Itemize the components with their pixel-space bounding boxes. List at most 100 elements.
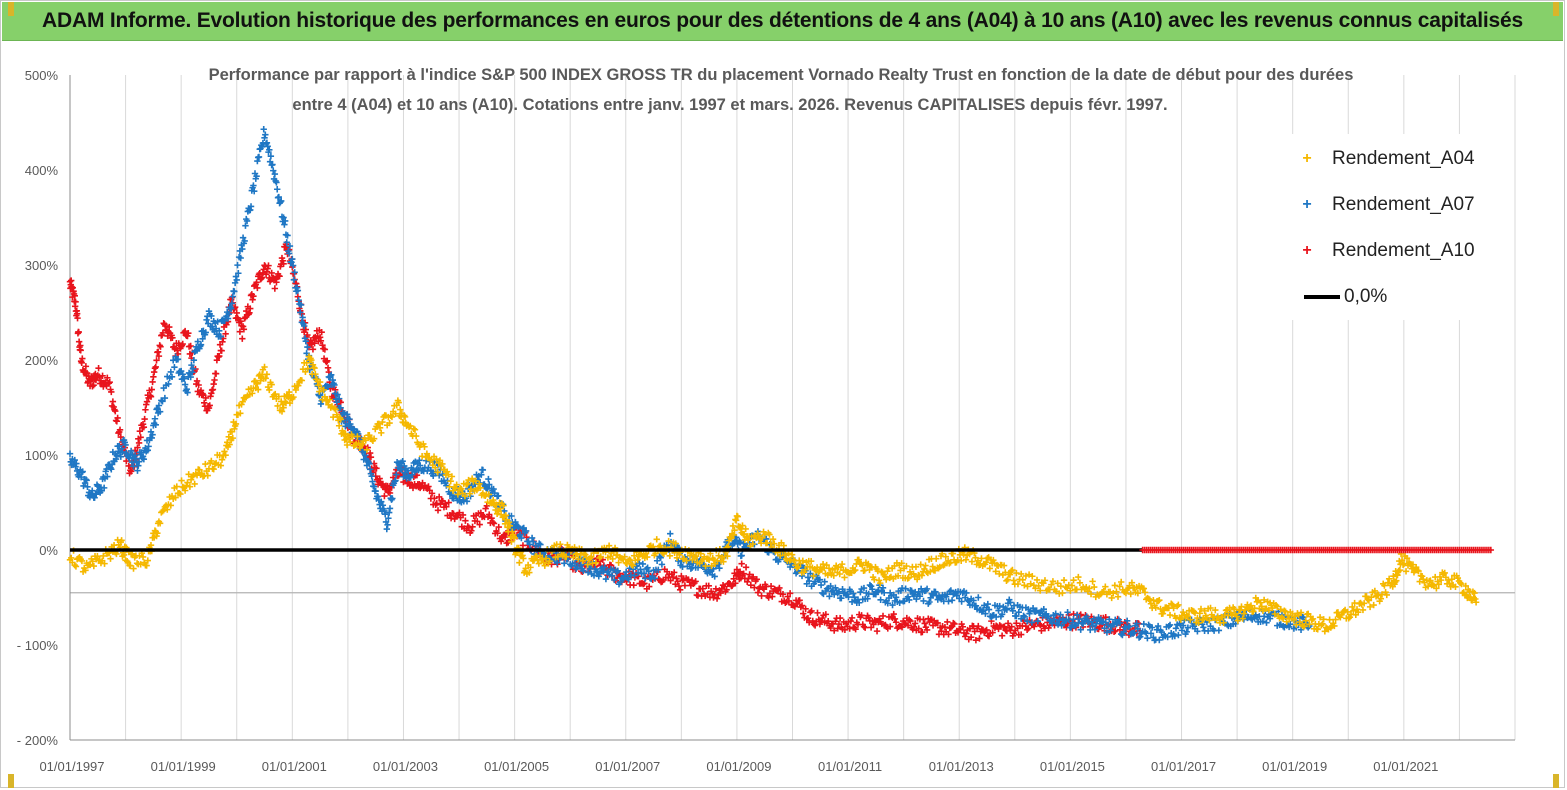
data-point — [753, 576, 760, 583]
data-point — [1116, 626, 1124, 634]
data-point — [996, 622, 1003, 629]
data-point — [1120, 628, 1127, 636]
data-point — [838, 594, 845, 602]
data-point — [657, 554, 664, 561]
data-point — [1108, 594, 1115, 602]
data-point — [345, 435, 353, 443]
data-point — [1260, 596, 1268, 604]
data-point — [759, 534, 766, 542]
data-point — [1052, 610, 1059, 617]
data-point — [254, 386, 262, 393]
data-point — [278, 408, 286, 415]
data-point — [1075, 573, 1082, 581]
data-point — [1350, 607, 1357, 615]
data-point — [372, 487, 379, 495]
data-point — [942, 553, 949, 560]
data-point — [645, 568, 652, 575]
data-point — [901, 619, 908, 627]
data-point — [302, 368, 309, 376]
data-point — [425, 483, 432, 490]
data-point — [1116, 583, 1123, 590]
data-point — [309, 346, 317, 353]
data-point — [871, 576, 878, 583]
data-point — [574, 555, 582, 563]
data-point — [506, 522, 514, 530]
data-point — [934, 619, 941, 627]
data-point — [333, 399, 340, 406]
data-point — [100, 484, 108, 492]
data-point — [1454, 574, 1462, 582]
data-point — [1021, 613, 1028, 621]
data-point — [716, 564, 723, 572]
data-point — [1196, 610, 1203, 617]
data-point — [848, 614, 856, 622]
data-point — [946, 560, 953, 567]
data-point — [790, 602, 797, 609]
data-point — [254, 380, 261, 388]
data-point — [454, 491, 462, 498]
data-point — [485, 491, 493, 498]
data-point — [1056, 617, 1063, 624]
data-point — [1133, 620, 1140, 627]
data-point — [1368, 594, 1375, 601]
data-point — [147, 393, 155, 400]
data-point — [1029, 604, 1037, 612]
data-point — [157, 343, 164, 350]
data-point — [975, 622, 982, 630]
data-point — [491, 489, 498, 497]
data-point — [480, 512, 487, 520]
data-point — [1429, 581, 1437, 588]
data-point — [1079, 620, 1087, 628]
data-point — [187, 373, 194, 381]
data-point — [658, 561, 666, 568]
data-point — [1177, 616, 1184, 623]
data-point — [675, 582, 683, 590]
data-point — [82, 363, 90, 370]
legend-item-zero: 0,0% — [1282, 282, 1387, 312]
data-point — [740, 540, 747, 547]
legend-label-a10: Rendement_A10 — [1332, 240, 1475, 261]
data-point — [1126, 623, 1133, 630]
data-point — [428, 490, 436, 497]
data-point — [1212, 606, 1219, 614]
x-tick-label: 01/01/2007 — [595, 759, 660, 774]
data-point — [508, 538, 515, 545]
data-point — [366, 460, 373, 467]
data-point — [1207, 604, 1214, 612]
data-point — [407, 422, 414, 430]
data-point — [784, 593, 791, 600]
data-point — [1091, 626, 1099, 633]
data-point — [231, 288, 238, 295]
data-point — [332, 406, 339, 413]
series-a10-zero-tail — [1139, 546, 1495, 554]
data-point — [106, 378, 113, 386]
data-point — [530, 538, 537, 545]
data-point — [167, 368, 175, 376]
data-point — [1166, 621, 1174, 629]
data-point — [217, 462, 225, 469]
data-point — [821, 578, 828, 585]
data-point — [1034, 617, 1042, 625]
data-point — [881, 573, 889, 580]
data-point — [640, 570, 648, 577]
data-point — [851, 593, 858, 601]
data-point — [78, 557, 86, 565]
data-point — [302, 326, 310, 333]
x-tick-label: 01/01/2015 — [1040, 759, 1105, 774]
data-point — [886, 623, 894, 630]
line-marker-icon — [1304, 295, 1340, 299]
data-point — [412, 432, 420, 440]
data-point — [1023, 618, 1031, 625]
data-point — [1026, 610, 1033, 617]
data-point — [317, 337, 325, 345]
data-point — [1201, 607, 1208, 615]
data-point — [263, 371, 271, 378]
data-point — [889, 601, 896, 609]
data-point — [1033, 576, 1041, 584]
data-point — [490, 485, 497, 493]
data-point — [1371, 587, 1379, 595]
data-point — [992, 568, 999, 575]
data-point — [810, 572, 817, 580]
data-point — [466, 490, 473, 497]
data-point — [167, 502, 175, 509]
